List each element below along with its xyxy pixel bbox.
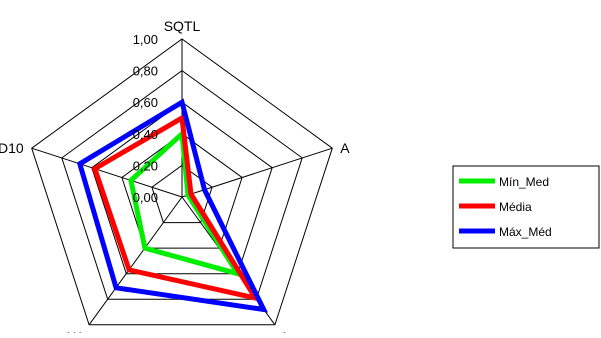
axis-label: A [340,140,350,156]
legend-label: Média [499,200,532,214]
tick-label: 0,00 [133,190,158,205]
tick-label: 1,00 [133,32,158,47]
tick-label: 0,60 [133,95,158,110]
legend-label: Mín_Med [499,175,549,189]
axis-label: SQTL [164,18,201,34]
axis-spoke [31,147,183,198]
grid-ring [121,133,243,249]
series-line-1 [91,113,261,302]
tick-label: 0,20 [133,158,158,173]
grid-ring [151,164,213,224]
tick-label: 0,40 [133,127,158,142]
radar-axis-labels: SQTL A L W D10 [0,18,350,338]
axis-label: L [283,329,291,333]
legend: Mín_Med Média Máx_Méd [452,165,600,249]
axis-label: W [68,329,82,333]
radar-series [76,98,269,313]
axis-spoke [181,147,333,198]
grid-ring [91,101,273,275]
grid-ring [31,38,333,326]
series-line-2 [76,98,269,313]
legend-label: Máx_Méd [499,225,552,239]
series-line-0 [128,128,244,278]
tick-label: 0,80 [133,64,158,79]
axis-spoke [88,196,183,326]
radar-tick-labels: 0,00 0,20 0,40 0,60 0,80 1,00 [133,32,158,205]
axis-label: D10 [0,140,24,156]
